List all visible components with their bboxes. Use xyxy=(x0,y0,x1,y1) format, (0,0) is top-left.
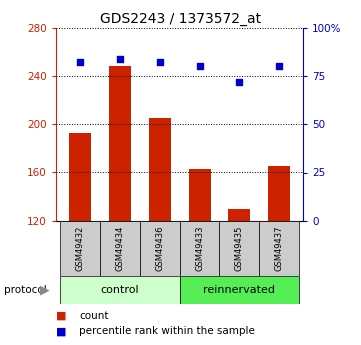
Text: ■: ■ xyxy=(56,311,66,321)
Bar xyxy=(259,221,299,276)
Bar xyxy=(180,276,299,304)
Bar xyxy=(229,209,251,221)
Text: GDS2243 / 1373572_at: GDS2243 / 1373572_at xyxy=(100,12,261,26)
Text: GSM49437: GSM49437 xyxy=(275,226,284,271)
Point xyxy=(236,79,242,85)
Bar xyxy=(180,221,219,276)
Text: control: control xyxy=(100,285,139,295)
Text: GSM49433: GSM49433 xyxy=(195,226,204,271)
Text: reinnervated: reinnervated xyxy=(204,285,275,295)
Point xyxy=(277,63,282,69)
Text: ■: ■ xyxy=(56,326,66,336)
Text: count: count xyxy=(79,311,109,321)
Point xyxy=(157,60,162,65)
Text: GSM49436: GSM49436 xyxy=(155,226,164,271)
Point xyxy=(197,63,203,69)
Point xyxy=(77,60,83,65)
Bar xyxy=(109,66,131,221)
Bar xyxy=(69,132,91,221)
Text: ▶: ▶ xyxy=(40,283,50,296)
Bar xyxy=(188,169,210,221)
Bar xyxy=(60,221,100,276)
Bar xyxy=(140,221,180,276)
Bar xyxy=(219,221,259,276)
Text: percentile rank within the sample: percentile rank within the sample xyxy=(79,326,255,336)
Bar xyxy=(100,221,140,276)
Text: protocol: protocol xyxy=(4,285,46,295)
Bar xyxy=(149,118,171,221)
Bar xyxy=(60,276,180,304)
Bar xyxy=(268,166,290,221)
Text: GSM49435: GSM49435 xyxy=(235,226,244,271)
Text: GSM49432: GSM49432 xyxy=(75,226,84,271)
Point xyxy=(117,56,123,61)
Text: GSM49434: GSM49434 xyxy=(115,226,124,271)
